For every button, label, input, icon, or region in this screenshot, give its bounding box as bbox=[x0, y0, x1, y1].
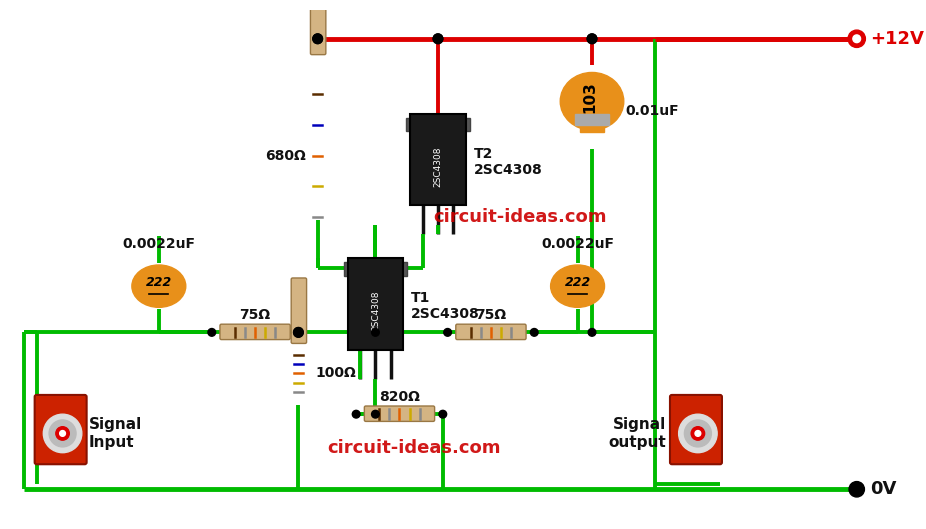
Bar bbox=[581, 115, 604, 132]
Circle shape bbox=[587, 34, 597, 43]
Circle shape bbox=[371, 329, 380, 336]
Text: circuit-ideas.com: circuit-ideas.com bbox=[433, 208, 607, 226]
Bar bbox=[344, 262, 407, 276]
Text: 0.01uF: 0.01uF bbox=[626, 104, 680, 118]
Text: T1
2SC4308: T1 2SC4308 bbox=[411, 291, 480, 322]
Circle shape bbox=[294, 327, 303, 337]
Text: 2SC4308: 2SC4308 bbox=[371, 291, 380, 332]
FancyBboxPatch shape bbox=[456, 324, 526, 340]
Circle shape bbox=[691, 427, 705, 440]
Text: 103: 103 bbox=[582, 81, 597, 113]
Text: circuit-ideas.com: circuit-ideas.com bbox=[327, 439, 501, 457]
Text: 222: 222 bbox=[565, 276, 591, 289]
Circle shape bbox=[44, 414, 81, 453]
FancyBboxPatch shape bbox=[291, 278, 307, 343]
FancyBboxPatch shape bbox=[220, 324, 290, 340]
FancyBboxPatch shape bbox=[670, 395, 722, 464]
Bar bbox=[410, 114, 466, 205]
Circle shape bbox=[853, 35, 860, 43]
Circle shape bbox=[444, 329, 452, 336]
Text: 0V: 0V bbox=[870, 480, 896, 498]
Circle shape bbox=[531, 329, 538, 336]
Circle shape bbox=[208, 329, 216, 336]
Circle shape bbox=[848, 30, 866, 48]
Circle shape bbox=[587, 34, 597, 43]
FancyBboxPatch shape bbox=[364, 406, 434, 422]
FancyBboxPatch shape bbox=[34, 395, 87, 464]
Circle shape bbox=[49, 420, 76, 447]
Circle shape bbox=[371, 411, 380, 418]
Circle shape bbox=[56, 427, 69, 440]
Circle shape bbox=[294, 327, 303, 337]
Circle shape bbox=[588, 329, 595, 336]
Ellipse shape bbox=[551, 265, 605, 307]
Circle shape bbox=[439, 411, 446, 418]
Circle shape bbox=[433, 34, 443, 43]
Bar bbox=[347, 258, 404, 350]
Ellipse shape bbox=[131, 265, 186, 307]
Circle shape bbox=[313, 34, 322, 43]
Bar bbox=[407, 117, 469, 131]
Text: Signal
output: Signal output bbox=[608, 417, 666, 450]
Circle shape bbox=[313, 34, 322, 43]
Text: 100Ω: 100Ω bbox=[316, 366, 357, 380]
Circle shape bbox=[684, 420, 711, 447]
Text: Signal
Input: Signal Input bbox=[89, 417, 142, 450]
Text: 75Ω: 75Ω bbox=[240, 308, 270, 322]
FancyBboxPatch shape bbox=[310, 0, 326, 54]
Text: +12V: +12V bbox=[870, 30, 924, 48]
Circle shape bbox=[695, 431, 701, 436]
Text: 222: 222 bbox=[145, 276, 172, 289]
Ellipse shape bbox=[560, 72, 624, 130]
Text: 0.0022uF: 0.0022uF bbox=[122, 237, 195, 251]
Bar bbox=[575, 114, 609, 125]
Circle shape bbox=[433, 34, 443, 43]
Text: 820Ω: 820Ω bbox=[379, 390, 419, 404]
Text: 0.0022uF: 0.0022uF bbox=[541, 237, 614, 251]
Text: T2
2SC4308: T2 2SC4308 bbox=[473, 147, 543, 177]
Circle shape bbox=[352, 411, 360, 418]
Circle shape bbox=[679, 414, 717, 453]
Circle shape bbox=[59, 431, 66, 436]
Circle shape bbox=[849, 481, 865, 497]
Text: 2SC4308: 2SC4308 bbox=[433, 147, 443, 187]
Text: 75Ω: 75Ω bbox=[475, 308, 507, 322]
Text: 680Ω: 680Ω bbox=[265, 149, 306, 163]
